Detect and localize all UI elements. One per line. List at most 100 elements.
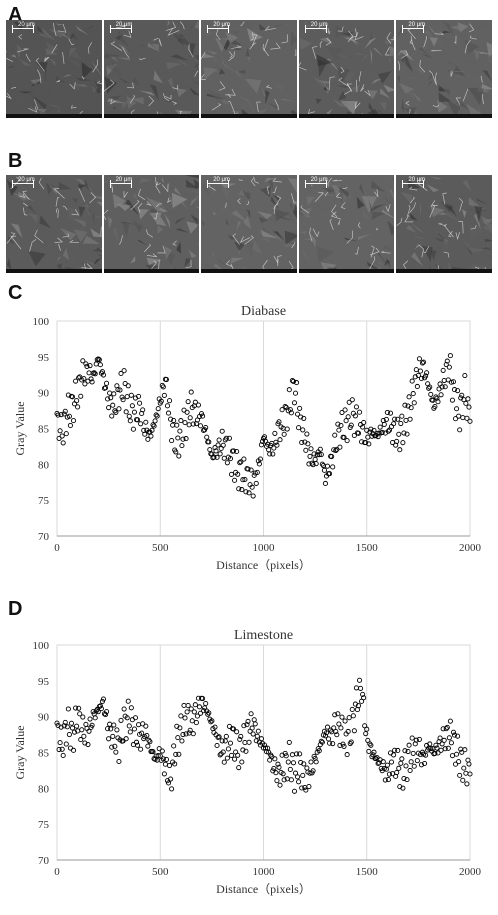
data-point [458,428,462,432]
data-point [340,715,344,719]
data-point [208,448,212,452]
data-point [309,447,313,451]
data-point [112,723,116,727]
data-point [292,401,296,405]
data-point [435,746,439,750]
data-point [127,724,131,728]
data-point [275,779,279,783]
data-point [61,441,65,445]
micrograph-texture [299,20,395,118]
data-point [401,441,405,445]
data-point [442,738,446,742]
data-point [68,423,72,427]
data-point [58,429,62,433]
data-point [60,434,64,438]
data-point [71,748,75,752]
data-point [408,768,412,772]
data-point [346,415,350,419]
data-point [350,707,354,711]
y-tick-label: 95 [38,676,50,688]
data-point [189,390,193,394]
data-point [454,407,458,411]
data-point [461,778,465,782]
data-point [179,714,183,718]
chart-title: Limestone [234,628,293,643]
data-point [242,457,246,461]
data-point [439,748,443,752]
sem-info-strip [104,114,200,118]
data-point [354,405,358,409]
micrograph-texture [104,20,200,118]
data-point [120,395,124,399]
data-point [180,444,184,448]
data-point [156,407,160,411]
data-point [378,425,382,429]
data-point [397,766,401,770]
data-point [94,362,98,366]
y-tick-label: 85 [38,748,50,760]
data-point [216,443,220,447]
data-point [347,716,351,720]
data-point [167,399,171,403]
data-point [418,369,422,373]
data-point [119,718,123,722]
data-point [289,778,293,782]
data-point [178,429,182,433]
data-point [287,388,291,392]
data-point [345,439,349,443]
data-point [196,403,200,407]
data-point [136,723,140,727]
data-point [448,719,452,723]
data-point [251,732,255,736]
data-point [194,720,198,724]
data-point [131,427,135,431]
sem-micrograph: 20 μm [396,175,492,273]
data-point [307,784,311,788]
x-tick-label: 500 [152,866,169,878]
y-tick-label: 70 [38,531,50,543]
y-tick-label: 70 [38,855,50,867]
data-point [240,760,244,764]
data-point [439,393,443,397]
data-point [121,398,125,402]
data-point [225,461,229,465]
data-point [291,761,295,765]
data-point [410,736,414,740]
x-tick-label: 1000 [253,866,276,878]
data-point [93,716,97,720]
data-point [396,417,400,421]
data-point [271,452,275,456]
data-point [411,391,415,395]
data-point [88,717,92,721]
x-tick-label: 1500 [356,866,379,878]
sem-micrograph: 20 μm [299,175,395,273]
data-point [76,405,80,409]
data-point [352,729,356,733]
data-point [313,457,317,461]
data-point [152,424,156,428]
sem-info-strip [396,269,492,273]
data-point [185,710,189,714]
data-point [278,438,282,442]
data-point [465,782,469,786]
y-axis-label: Gray Value [13,725,27,779]
data-point [357,678,361,682]
data-point [345,752,349,756]
data-point [464,771,468,775]
data-point [63,409,67,413]
sem-micrograph: 20 μm [299,20,395,118]
data-point [398,448,402,452]
data-point [448,354,452,358]
data-point [170,438,174,442]
data-point [399,761,403,765]
data-point [139,422,143,426]
data-point [252,718,256,722]
data-point [171,423,175,427]
data-point [117,407,121,411]
data-point [183,716,187,720]
y-tick-label: 90 [38,388,50,400]
data-point [75,724,79,728]
sem-micrograph: 20 μm [6,20,102,118]
data-point [235,730,239,734]
data-point [225,756,229,760]
